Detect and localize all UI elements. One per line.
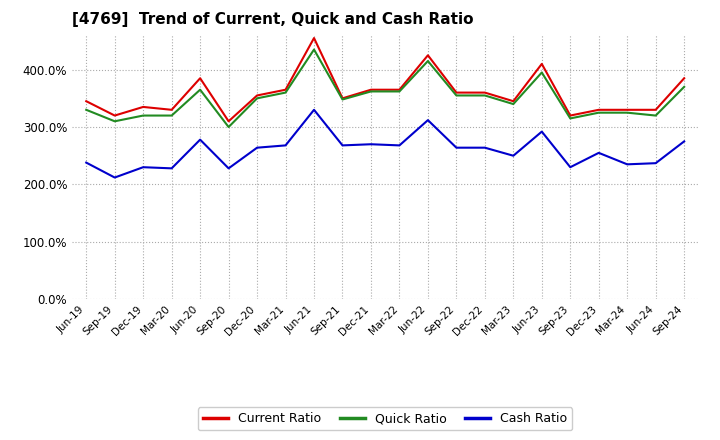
Line: Current Ratio: Current Ratio [86, 38, 684, 121]
Quick Ratio [595, 110, 603, 115]
Current Ratio [509, 99, 518, 104]
Quick Ratio [423, 59, 432, 64]
Cash Ratio [282, 143, 290, 148]
Cash Ratio [509, 153, 518, 158]
Current Ratio [167, 107, 176, 113]
Current Ratio [537, 61, 546, 66]
Cash Ratio [310, 107, 318, 113]
Cash Ratio [480, 145, 489, 150]
Cash Ratio [82, 160, 91, 165]
Text: [4769]  Trend of Current, Quick and Cash Ratio: [4769] Trend of Current, Quick and Cash … [72, 12, 474, 27]
Cash Ratio [395, 143, 404, 148]
Cash Ratio [139, 165, 148, 170]
Current Ratio [139, 104, 148, 110]
Cash Ratio [566, 165, 575, 170]
Current Ratio [680, 76, 688, 81]
Cash Ratio [225, 166, 233, 171]
Legend: Current Ratio, Quick Ratio, Cash Ratio: Current Ratio, Quick Ratio, Cash Ratio [198, 407, 572, 430]
Quick Ratio [509, 102, 518, 107]
Quick Ratio [366, 89, 375, 94]
Quick Ratio [82, 107, 91, 113]
Current Ratio [338, 95, 347, 101]
Cash Ratio [338, 143, 347, 148]
Quick Ratio [310, 47, 318, 52]
Cash Ratio [652, 161, 660, 166]
Quick Ratio [537, 70, 546, 75]
Quick Ratio [139, 113, 148, 118]
Quick Ratio [566, 116, 575, 121]
Cash Ratio [423, 117, 432, 123]
Current Ratio [110, 113, 119, 118]
Current Ratio [196, 76, 204, 81]
Current Ratio [652, 107, 660, 113]
Current Ratio [623, 107, 631, 113]
Cash Ratio [366, 142, 375, 147]
Quick Ratio [652, 113, 660, 118]
Cash Ratio [452, 145, 461, 150]
Current Ratio [395, 87, 404, 92]
Current Ratio [310, 36, 318, 41]
Current Ratio [566, 113, 575, 118]
Quick Ratio [338, 97, 347, 102]
Cash Ratio [623, 161, 631, 167]
Line: Quick Ratio: Quick Ratio [86, 50, 684, 127]
Current Ratio [282, 87, 290, 92]
Quick Ratio [623, 110, 631, 115]
Quick Ratio [167, 113, 176, 118]
Line: Cash Ratio: Cash Ratio [86, 110, 684, 177]
Quick Ratio [480, 93, 489, 98]
Cash Ratio [110, 175, 119, 180]
Current Ratio [253, 93, 261, 98]
Quick Ratio [253, 95, 261, 101]
Current Ratio [595, 107, 603, 113]
Quick Ratio [680, 84, 688, 89]
Cash Ratio [253, 145, 261, 150]
Quick Ratio [395, 89, 404, 94]
Quick Ratio [452, 93, 461, 98]
Current Ratio [423, 53, 432, 58]
Cash Ratio [167, 166, 176, 171]
Current Ratio [225, 119, 233, 124]
Current Ratio [480, 90, 489, 95]
Current Ratio [452, 90, 461, 95]
Quick Ratio [110, 119, 119, 124]
Cash Ratio [196, 137, 204, 142]
Cash Ratio [595, 150, 603, 155]
Quick Ratio [225, 125, 233, 130]
Current Ratio [366, 87, 375, 92]
Current Ratio [82, 99, 91, 104]
Quick Ratio [196, 87, 204, 92]
Quick Ratio [282, 90, 290, 95]
Cash Ratio [537, 129, 546, 134]
Cash Ratio [680, 139, 688, 144]
